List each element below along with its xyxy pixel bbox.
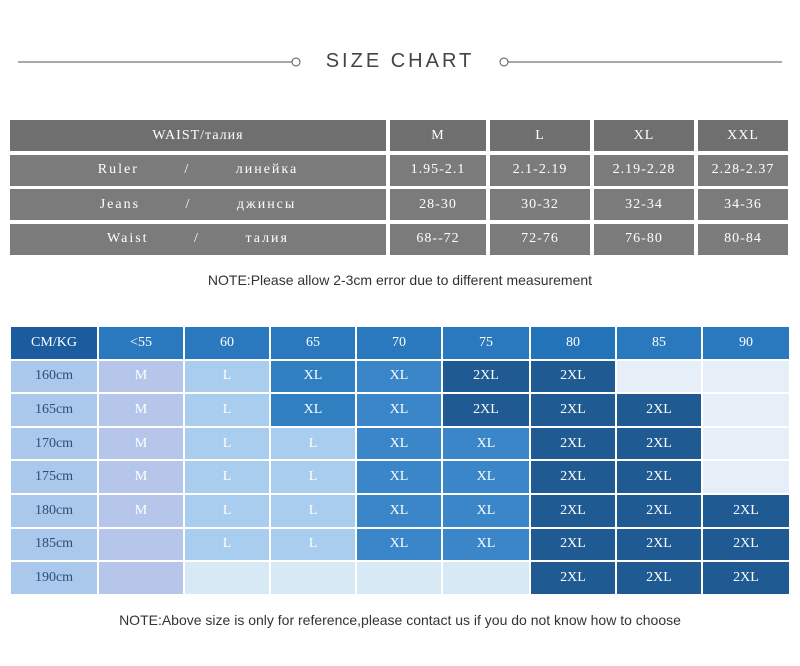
table-cell: 2.19-2.28	[594, 154, 694, 186]
table-cell: <55	[99, 327, 183, 359]
table-cell: 2XL	[531, 528, 615, 561]
table-cell: 2XL	[531, 562, 615, 594]
table-cell: XL	[357, 528, 441, 561]
table-cell: XL	[443, 427, 529, 460]
table-cell: 2XL	[531, 360, 615, 393]
table-cell: XL	[357, 394, 441, 426]
table-cell: 165cm	[11, 394, 97, 426]
table-cell: L	[185, 360, 269, 393]
table-cell: 70	[357, 327, 441, 359]
table-cell	[185, 562, 269, 594]
table-cell: 80-84	[698, 223, 788, 255]
table-cell: 76-80	[594, 223, 694, 255]
table-cell: L	[185, 394, 269, 426]
table-cell: L	[271, 495, 355, 527]
table-cell: XL	[594, 120, 694, 151]
table-cell: M	[390, 120, 486, 151]
table-cell: Jeans / джинсы	[10, 189, 386, 220]
table-cell: 2XL	[531, 394, 615, 426]
table-cell: L	[185, 461, 269, 493]
table-cell: 2XL	[443, 360, 529, 393]
table-cell: 28-30	[390, 189, 486, 220]
table-cell: L	[185, 495, 269, 527]
table-cell: M	[99, 427, 183, 460]
table-cell: CM/KG	[11, 327, 97, 359]
table-cell: L	[185, 528, 269, 561]
note: NOTE:Please allow 2-3cm error due to dif…	[207, 272, 593, 288]
table-cell: 2.28-2.37	[698, 154, 788, 186]
table-cell: 2.1-2.19	[490, 154, 590, 186]
table-cell: 34-36	[698, 189, 788, 220]
table-cell	[703, 360, 789, 393]
table-cell: 32-34	[594, 189, 694, 220]
table-cell: 2XL	[531, 461, 615, 493]
table-cell: L	[271, 461, 355, 493]
table-cell: L	[490, 120, 590, 151]
table-cell	[703, 461, 789, 493]
table-cell: 2XL	[617, 394, 701, 426]
table-cell: 2XL	[617, 495, 701, 527]
table-cell: 2XL	[531, 495, 615, 527]
table-cell: XL	[443, 495, 529, 527]
table-cell: 2XL	[703, 495, 789, 527]
table-cell: L	[185, 427, 269, 460]
table-cell: 160cm	[11, 360, 97, 393]
table-cell: M	[99, 394, 183, 426]
table-cell	[703, 394, 789, 426]
table-cell: 1.95-2.1	[390, 154, 486, 186]
note: NOTE:Above size is only for reference,pl…	[119, 612, 681, 628]
table-cell: WAIST/талия	[10, 120, 386, 151]
table-cell: 80	[531, 327, 615, 359]
table-cell: XL	[357, 427, 441, 460]
table-cell: M	[99, 495, 183, 527]
table-cell: 2XL	[617, 427, 701, 460]
table-cell: XL	[357, 360, 441, 393]
table-cell	[703, 427, 789, 460]
table-cell: XL	[443, 461, 529, 493]
title: SIZE CHART	[325, 50, 475, 72]
table-cell: 30-32	[490, 189, 590, 220]
table-cell: 2XL	[443, 394, 529, 426]
table-cell	[271, 562, 355, 594]
table-cell: M	[99, 360, 183, 393]
table-cell: 2XL	[617, 528, 701, 561]
table-cell: 90	[703, 327, 789, 359]
table-cell: 68--72	[390, 223, 486, 255]
table-cell: L	[271, 427, 355, 460]
table-cell: 60	[185, 327, 269, 359]
table-cell: XL	[443, 528, 529, 561]
table-cell: 75	[443, 327, 529, 359]
table-cell	[99, 528, 183, 561]
table-cell: 2XL	[531, 427, 615, 460]
table-cell: XL	[357, 495, 441, 527]
table-cell	[617, 360, 701, 393]
table-cell: L	[271, 528, 355, 561]
table-cell: 65	[271, 327, 355, 359]
table-cell: 72-76	[490, 223, 590, 255]
table-cell	[99, 562, 183, 594]
table-cell: Ruler / линейка	[10, 154, 386, 186]
table-cell: 2XL	[617, 562, 701, 594]
table-cell: 185cm	[11, 528, 97, 561]
table-cell: 175cm	[11, 461, 97, 493]
table-cell: 190cm	[11, 562, 97, 594]
table-cell: 2XL	[617, 461, 701, 493]
table-cell: 2XL	[703, 528, 789, 561]
table-cell: M	[99, 461, 183, 493]
table-cell: 180cm	[11, 495, 97, 527]
table-cell: 170cm	[11, 427, 97, 460]
table-cell	[443, 562, 529, 594]
table-cell: Waist / талия	[10, 223, 386, 255]
table-cell	[357, 562, 441, 594]
table-cell: XXL	[698, 120, 788, 151]
table-cell: XL	[271, 394, 355, 426]
table-cell: 85	[617, 327, 701, 359]
table-cell: XL	[357, 461, 441, 493]
table-cell: XL	[271, 360, 355, 393]
table-cell: 2XL	[703, 562, 789, 594]
